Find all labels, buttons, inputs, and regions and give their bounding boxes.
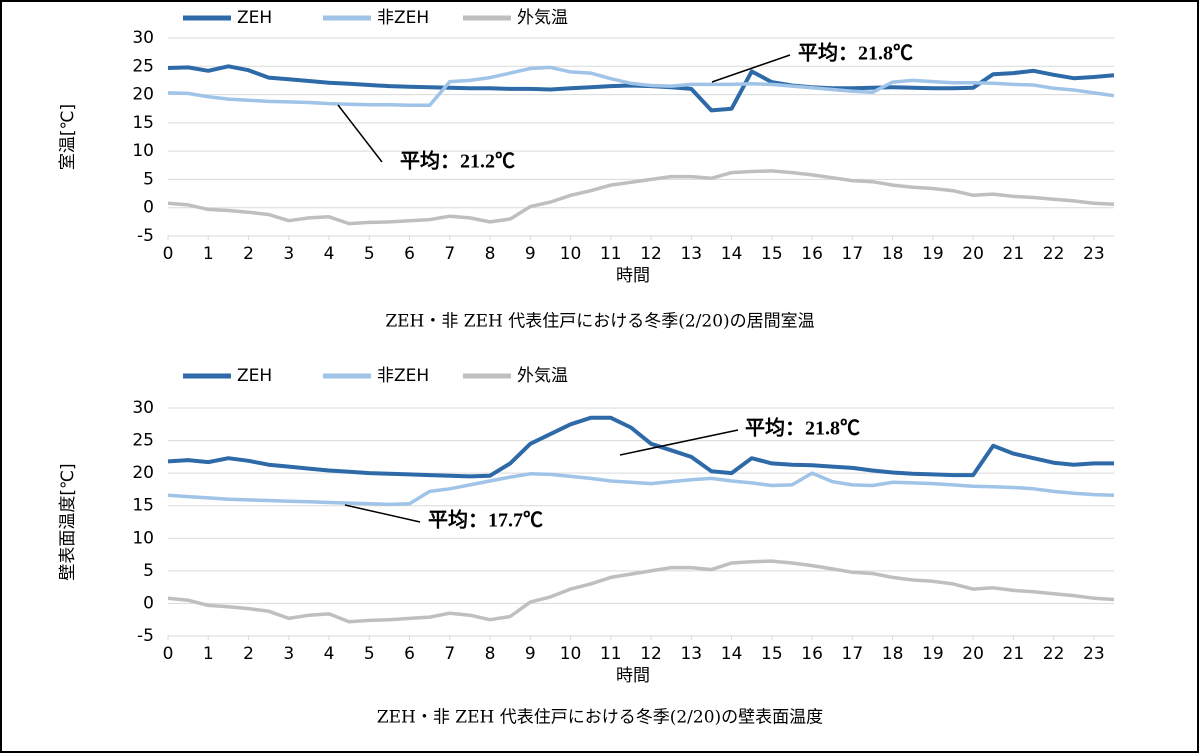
x-tick-label: 15 xyxy=(761,644,783,664)
series-line xyxy=(167,471,1115,507)
y-tick-label: -5 xyxy=(137,626,154,646)
x-tick-label: 2 xyxy=(243,244,254,264)
x-tick-label: 5 xyxy=(364,644,375,664)
x-tick-label: 0 xyxy=(163,644,174,664)
x-tick-label: 3 xyxy=(283,644,294,664)
x-tick-label: 12 xyxy=(640,244,662,264)
legend-label: ZEH xyxy=(237,8,272,28)
x-axis-label: 時間 xyxy=(616,666,650,686)
x-tick-label: 9 xyxy=(525,244,536,264)
x-tick-label: 19 xyxy=(922,644,944,664)
x-tick-label: 13 xyxy=(680,244,702,264)
annotation-leader xyxy=(337,104,383,163)
x-tick-label: 17 xyxy=(842,644,864,664)
y-tick-label: 20 xyxy=(132,463,154,483)
y-tick-label: 10 xyxy=(132,141,154,161)
x-tick-label: 1 xyxy=(203,644,214,664)
x-tick-label: 8 xyxy=(485,244,496,264)
x-tick-label: 9 xyxy=(525,644,536,664)
y-tick-label: 20 xyxy=(132,85,154,105)
y-axis-label: 壁表面温度[℃] xyxy=(58,463,78,580)
annotation-leader xyxy=(619,429,739,456)
y-axis-label: 室温[℃] xyxy=(58,104,78,170)
y-tick-label: 10 xyxy=(132,528,154,548)
x-tick-label: 4 xyxy=(324,644,335,664)
x-tick-label: 5 xyxy=(364,244,375,264)
annotation-leader xyxy=(344,504,421,523)
y-tick-label: 30 xyxy=(132,398,154,418)
x-tick-label: 13 xyxy=(680,644,702,664)
x-tick-label: 4 xyxy=(324,244,335,264)
x-tick-label: 17 xyxy=(842,244,864,264)
x-tick-label: 1 xyxy=(203,244,214,264)
x-tick-label: 0 xyxy=(163,244,174,264)
x-tick-label: 14 xyxy=(721,244,743,264)
y-tick-label: 0 xyxy=(143,593,154,613)
x-tick-label: 6 xyxy=(404,644,415,664)
legend-label: 非ZEH xyxy=(377,366,429,386)
x-tick-label: 12 xyxy=(640,644,662,664)
x-tick-label: 19 xyxy=(922,244,944,264)
caption: ZEH・非 ZEH 代表住戸における冬季(2/20)の居間室温 xyxy=(385,312,814,332)
annotation: 平均：21.2℃ xyxy=(400,149,515,173)
annotation: 平均：21.8℃ xyxy=(798,41,913,65)
x-tick-label: 16 xyxy=(801,644,823,664)
x-tick-label: 20 xyxy=(962,644,984,664)
y-tick-label: 25 xyxy=(132,56,154,76)
caption: ZEH・非 ZEH 代表住戸における冬季(2/20)の壁表面温度 xyxy=(377,708,823,728)
x-tick-label: 22 xyxy=(1043,244,1065,264)
x-tick-label: 18 xyxy=(882,644,904,664)
annotation: 平均：21.8℃ xyxy=(745,416,860,440)
x-tick-label: 22 xyxy=(1043,644,1065,664)
legend-label: 外気温 xyxy=(517,366,568,386)
y-tick-label: 25 xyxy=(132,431,154,451)
x-tick-label: 8 xyxy=(485,644,496,664)
x-tick-label: 21 xyxy=(1003,644,1025,664)
series-line xyxy=(167,415,1114,479)
x-tick-label: 11 xyxy=(600,644,622,664)
x-tick-label: 23 xyxy=(1083,244,1105,264)
annotation: 平均：17.7℃ xyxy=(428,508,543,532)
x-tick-label: 11 xyxy=(600,244,622,264)
y-tick-label: 15 xyxy=(132,496,154,516)
legend-label: 外気温 xyxy=(517,8,568,28)
y-tick-label: 0 xyxy=(143,198,154,218)
x-tick-label: 7 xyxy=(444,244,455,264)
series-line xyxy=(167,169,1115,226)
legend-label: 非ZEH xyxy=(377,8,429,28)
x-tick-label: 10 xyxy=(560,244,582,264)
x-axis-label: 時間 xyxy=(616,266,650,286)
series-line xyxy=(167,559,1115,624)
y-tick-label: 5 xyxy=(143,561,154,581)
x-tick-label: 21 xyxy=(1003,244,1025,264)
y-tick-label: 15 xyxy=(132,113,154,133)
x-tick-label: 23 xyxy=(1083,644,1105,664)
x-tick-label: 7 xyxy=(444,644,455,664)
x-tick-label: 2 xyxy=(243,644,254,664)
annotation-leader xyxy=(711,54,791,83)
x-tick-label: 16 xyxy=(801,244,823,264)
x-tick-label: 3 xyxy=(283,244,294,264)
x-tick-label: 6 xyxy=(404,244,415,264)
series-line xyxy=(167,65,1115,108)
x-tick-label: 18 xyxy=(882,244,904,264)
x-tick-label: 14 xyxy=(721,644,743,664)
y-tick-label: -5 xyxy=(137,226,154,246)
y-tick-label: 30 xyxy=(132,28,154,48)
x-tick-label: 20 xyxy=(962,244,984,264)
x-tick-label: 15 xyxy=(761,244,783,264)
legend-label: ZEH xyxy=(237,366,272,386)
x-tick-label: 10 xyxy=(560,644,582,664)
y-tick-label: 5 xyxy=(143,169,154,189)
